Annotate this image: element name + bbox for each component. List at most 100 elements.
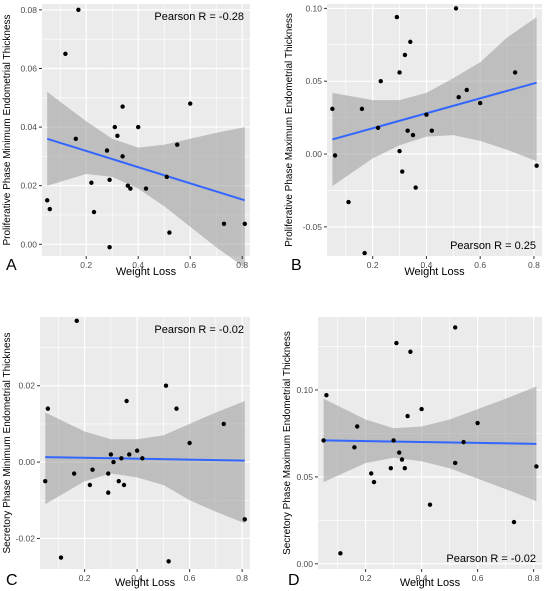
data-point bbox=[134, 448, 140, 453]
fit-line bbox=[46, 137, 246, 202]
x-tick-label: 0.6 bbox=[472, 573, 484, 583]
y-axis-label: Proliferative Phase Minimum Endometrial … bbox=[2, 14, 13, 245]
data-point bbox=[338, 551, 343, 556]
data-point bbox=[119, 456, 124, 461]
x-tick-label: 0.8 bbox=[236, 260, 248, 270]
pearson-annotation: Pearson R = -0.02 bbox=[154, 324, 244, 336]
data-point bbox=[359, 106, 365, 112]
pearson-annotation: Pearson R = -0.28 bbox=[154, 11, 244, 23]
data-point bbox=[453, 6, 459, 11]
data-point bbox=[477, 100, 483, 106]
data-point bbox=[397, 450, 402, 455]
data-point bbox=[394, 14, 400, 20]
data-point bbox=[90, 467, 95, 472]
data-point bbox=[45, 406, 51, 411]
y-tick-label: 0.00 bbox=[18, 457, 35, 467]
x-axis-label: Weight Loss bbox=[115, 577, 176, 589]
x-tick-label: 0.4 bbox=[131, 573, 143, 583]
data-point bbox=[378, 79, 383, 84]
data-point bbox=[71, 471, 77, 476]
regression-line bbox=[46, 137, 246, 202]
data-point bbox=[128, 186, 133, 191]
regression-line bbox=[45, 456, 245, 462]
x-tick-label: 0.8 bbox=[236, 573, 248, 583]
data-point bbox=[73, 136, 79, 141]
y-tick-label: 0.10 bbox=[305, 3, 322, 13]
x-tick-label: 0.8 bbox=[528, 260, 540, 270]
y-axis-label: Secretory Phase Minimum Endometrial Thic… bbox=[2, 332, 13, 553]
data-point bbox=[512, 70, 518, 75]
ci-band-area bbox=[323, 386, 537, 502]
data-point bbox=[397, 70, 402, 75]
x-axis-label: Weight Loss bbox=[116, 266, 177, 278]
data-points bbox=[45, 7, 247, 250]
pearson-annotation: Pearson R = -0.02 bbox=[446, 553, 536, 565]
data-point bbox=[167, 230, 172, 235]
data-point bbox=[187, 440, 192, 446]
x-tick-label: 0.2 bbox=[367, 260, 379, 270]
data-point bbox=[475, 420, 480, 426]
data-point bbox=[424, 112, 429, 117]
data-point bbox=[355, 424, 360, 429]
data-point bbox=[164, 174, 169, 180]
data-point bbox=[371, 479, 377, 485]
x-tick-label: 0.8 bbox=[528, 573, 540, 583]
x-tick-label: 0.4 bbox=[132, 260, 144, 270]
data-point bbox=[108, 452, 114, 457]
data-point bbox=[63, 51, 68, 57]
data-points bbox=[43, 318, 247, 564]
x-tick-label: 0.2 bbox=[80, 260, 92, 270]
data-point bbox=[116, 478, 121, 484]
x-tick-label: 0.4 bbox=[421, 260, 433, 270]
data-point bbox=[413, 185, 418, 190]
y-tick-label: -0.05 bbox=[303, 222, 323, 232]
y-tick-label: -0.02 bbox=[16, 533, 36, 543]
data-point bbox=[91, 209, 97, 215]
data-point bbox=[324, 393, 329, 398]
x-axis-label: Weight Loss bbox=[404, 266, 465, 278]
data-point bbox=[121, 482, 127, 488]
data-point bbox=[188, 101, 193, 106]
data-point bbox=[405, 128, 410, 133]
data-point bbox=[375, 125, 381, 131]
data-point bbox=[352, 445, 357, 450]
data-point bbox=[74, 318, 79, 324]
ci-band-area bbox=[45, 401, 245, 524]
data-point bbox=[107, 245, 112, 250]
panel-label: A bbox=[6, 257, 17, 274]
data-point bbox=[242, 221, 247, 226]
regression-line bbox=[332, 81, 537, 141]
panel-label: B bbox=[291, 257, 302, 274]
y-tick-label: 0.05 bbox=[305, 76, 322, 86]
data-point bbox=[127, 452, 132, 457]
data-point bbox=[456, 95, 461, 100]
data-point bbox=[408, 39, 413, 45]
y-tick-label: 0.10 bbox=[296, 385, 313, 395]
y-tick-label: 0.05 bbox=[296, 472, 313, 482]
ci-band-area bbox=[47, 91, 245, 268]
fit-line bbox=[323, 439, 537, 445]
panel-d: 0.2 0.4 0.6 0.8 0.00 0.05 0.10 Pearson R = -0.… bbox=[282, 317, 542, 589]
tick-labels: 0.2 0.4 0.6 0.8 -0.05 0.00 0.05 0.10 bbox=[303, 3, 540, 270]
data-point bbox=[87, 482, 93, 488]
panel-label: D bbox=[288, 572, 300, 589]
data-point bbox=[429, 128, 435, 133]
data-point bbox=[419, 406, 424, 412]
data-point bbox=[104, 148, 110, 153]
data-point bbox=[242, 517, 247, 522]
x-tick-label: 0.6 bbox=[474, 260, 486, 270]
data-point bbox=[461, 439, 466, 445]
data-point bbox=[221, 421, 226, 427]
data-point bbox=[112, 124, 118, 130]
y-tick-label: 0.00 bbox=[305, 149, 322, 159]
data-point bbox=[402, 466, 407, 471]
data-point bbox=[174, 406, 179, 411]
data-point bbox=[106, 490, 111, 495]
data-points bbox=[321, 325, 539, 556]
y-tick-label: 0.06 bbox=[20, 63, 37, 73]
confidence-band bbox=[45, 401, 245, 524]
panel-label: C bbox=[6, 572, 18, 589]
x-tick-label: 0.2 bbox=[360, 573, 372, 583]
data-point bbox=[76, 7, 81, 13]
x-tick-label: 0.4 bbox=[416, 573, 428, 583]
